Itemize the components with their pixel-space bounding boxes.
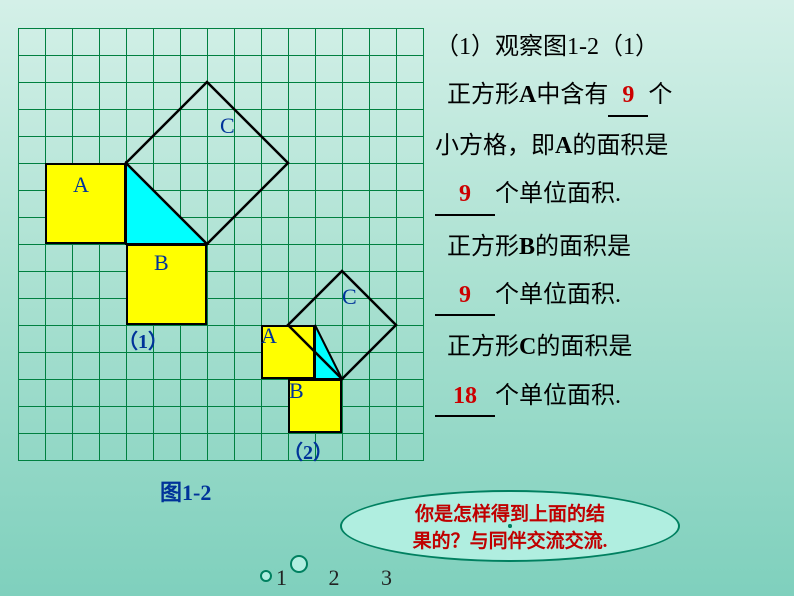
cloud-line2: 果的？与同伴交流交流. (413, 526, 608, 553)
line7: 正方形C的面积是 (435, 328, 785, 366)
line4: 9个单位面积. (435, 175, 785, 215)
question-text: （1）观察图1-2（1） 正方形A中含有9个 小方格，即A的面积是 9个单位面积… (435, 28, 785, 427)
line5: 正方形B的面积是 (435, 228, 785, 266)
page-2: 2 (329, 565, 340, 590)
label-b2: B (289, 378, 304, 404)
label-fig2: （2） (283, 436, 333, 465)
label-fig1: （1） (118, 325, 168, 354)
cloud-line1: 你是怎样得到上面的结 (415, 499, 605, 526)
label-b1: B (154, 250, 169, 276)
page-1: 1 (276, 565, 287, 590)
page-numbers: 1 2 3 (258, 565, 410, 591)
label-a2: A (261, 323, 277, 349)
figure-caption: 图1-2 (160, 475, 211, 507)
hint-cloud: 你是怎样得到上面的结 果的？与同伴交流交流. (340, 490, 680, 562)
grid-diagram (18, 28, 423, 460)
line2: 正方形A中含有9个 (435, 76, 785, 116)
line8: 18个单位面积. (435, 377, 785, 417)
label-a1: A (73, 172, 89, 198)
page-3: 3 (381, 565, 392, 590)
line3: 小方格，即A的面积是 (435, 127, 785, 165)
label-c1: C (220, 113, 235, 139)
label-c2: C (342, 284, 357, 310)
line1: （1）观察图1-2（1） (435, 28, 785, 66)
line6: 9个单位面积. (435, 276, 785, 316)
